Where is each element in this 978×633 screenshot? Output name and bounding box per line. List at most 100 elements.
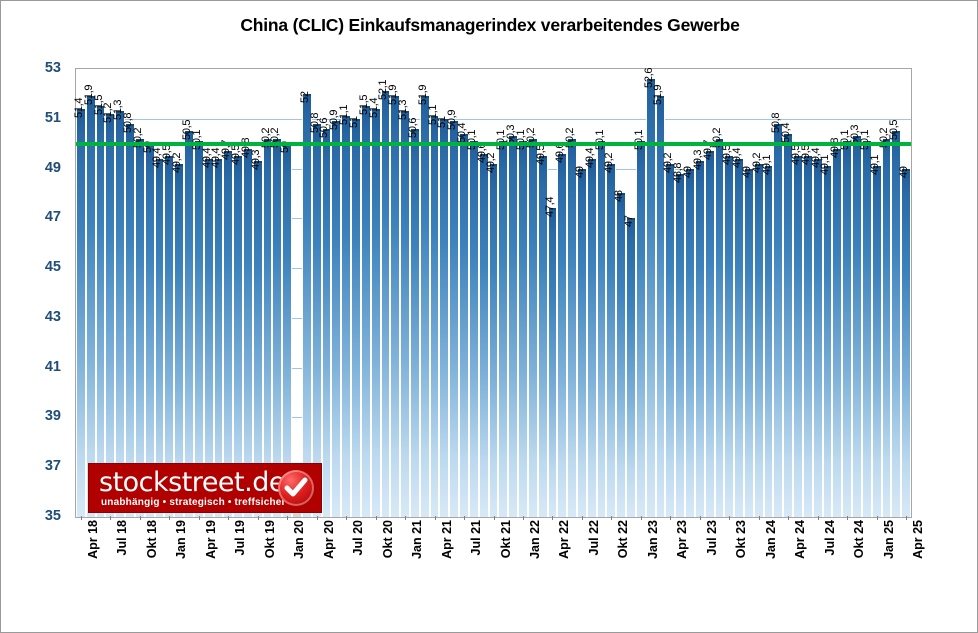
bar — [321, 128, 332, 517]
bar — [331, 121, 342, 517]
bar-column: 50,4 — [456, 69, 469, 517]
bar-column: 49,5 — [800, 69, 813, 517]
bar-cap — [440, 118, 449, 121]
bar-column: 49,4 — [731, 69, 744, 517]
bar-column: 49,1 — [869, 69, 882, 517]
bar — [704, 151, 715, 517]
x-axis-tick — [228, 516, 230, 520]
x-axis-tick — [729, 516, 731, 520]
bar-cap — [558, 153, 567, 156]
bar — [223, 151, 234, 517]
bar-column: 50 — [279, 69, 293, 517]
bar-column: 51,5 — [358, 69, 371, 517]
x-axis-tick-label: Apr 23 — [675, 520, 690, 559]
bar — [665, 163, 676, 517]
bar-column: 51,4 — [368, 69, 381, 517]
bar-column: 52,1 — [377, 69, 391, 517]
bar-column: 50,6 — [407, 69, 420, 517]
bar — [468, 141, 479, 517]
bar-column: 50,2 — [878, 69, 892, 517]
bar-column: 49,5 — [230, 69, 243, 517]
logo-tagline: unabhängig • strategisch • treffsicher — [101, 497, 286, 508]
bar-column: 49,6 — [476, 69, 489, 517]
bar-cap — [548, 208, 557, 211]
threshold-line-50 — [76, 141, 911, 146]
bar — [184, 131, 194, 517]
bar-value-label: 50,5 — [888, 120, 901, 141]
bar — [753, 163, 764, 517]
x-axis-tick — [434, 516, 436, 520]
bar-column: 49,5 — [535, 69, 548, 517]
bar — [586, 158, 597, 517]
x-axis-tick — [640, 516, 642, 520]
bar — [115, 111, 126, 517]
bar-column: 49 — [741, 69, 754, 517]
bar — [518, 141, 528, 517]
bar — [154, 158, 165, 517]
bar — [488, 163, 499, 517]
bar-cap — [214, 158, 223, 161]
bar-column: 50,2 — [132, 69, 145, 517]
x-axis-tick — [670, 516, 672, 520]
bar-cap — [371, 108, 380, 111]
bar-value-label: 51,9 — [416, 85, 429, 106]
bar-column: 50,8 — [770, 69, 784, 517]
bar-cap — [106, 113, 115, 116]
x-axis-tick — [80, 516, 82, 520]
x-axis-tick — [906, 516, 908, 520]
bar-cap — [302, 93, 311, 96]
bar — [243, 148, 253, 517]
bar — [802, 156, 813, 517]
bar-column: 49,2 — [485, 69, 499, 517]
x-axis-tick — [287, 516, 289, 520]
bar-column: 50,2 — [260, 69, 273, 517]
bar — [655, 96, 666, 517]
bar-cap — [460, 133, 468, 136]
bar — [822, 166, 833, 517]
x-axis-tick — [581, 516, 583, 520]
bar-column: 49,8 — [829, 69, 843, 517]
x-axis-tick — [169, 516, 171, 520]
bar-value-label: 51,9 — [652, 85, 665, 106]
bar — [282, 143, 293, 517]
bar-value-label: 48 — [613, 190, 626, 203]
bar-value-label: 49 — [898, 165, 911, 178]
bar-cap — [764, 166, 773, 169]
x-axis-tick — [817, 516, 819, 520]
bar-column: 49,4 — [810, 69, 823, 517]
bar-cap — [578, 168, 586, 171]
x-axis-tick — [552, 516, 554, 520]
bar — [527, 138, 538, 517]
bar — [557, 153, 568, 517]
x-axis-tick — [198, 516, 200, 520]
bar-column: 50,5 — [888, 69, 902, 517]
bar-cap — [391, 96, 400, 99]
bar-cap — [126, 123, 134, 126]
x-axis-tick-label: Jan 25 — [881, 520, 896, 559]
y-axis-tick-label: 41 — [44, 358, 61, 375]
bar — [213, 158, 224, 517]
bar-cap — [705, 151, 714, 154]
bar — [635, 141, 646, 517]
bar — [567, 138, 577, 517]
bar-cap — [155, 158, 164, 161]
bar-cap — [489, 163, 498, 166]
bar-cap — [656, 96, 665, 99]
bar-column: 50,4 — [780, 69, 794, 517]
bar-column: 49,6 — [554, 69, 568, 517]
bar — [105, 113, 116, 517]
bar-cap — [715, 138, 724, 141]
bar-value-label: 49,2 — [485, 152, 498, 173]
bar-cap — [695, 161, 704, 164]
bar-cap — [646, 78, 655, 81]
bar-cap — [420, 96, 429, 99]
stockstreet-logo[interactable]: stockstreet.de unabhängig • strategisch … — [89, 464, 321, 512]
bar-column: 50,8 — [122, 69, 135, 517]
bar — [262, 138, 273, 517]
bar — [459, 133, 469, 517]
bar-column: 51 — [436, 69, 450, 517]
bar-column — [292, 69, 302, 517]
bar-cap — [332, 121, 341, 124]
bar-column: 49 — [682, 69, 695, 517]
bar-column: 50,9 — [446, 69, 460, 517]
